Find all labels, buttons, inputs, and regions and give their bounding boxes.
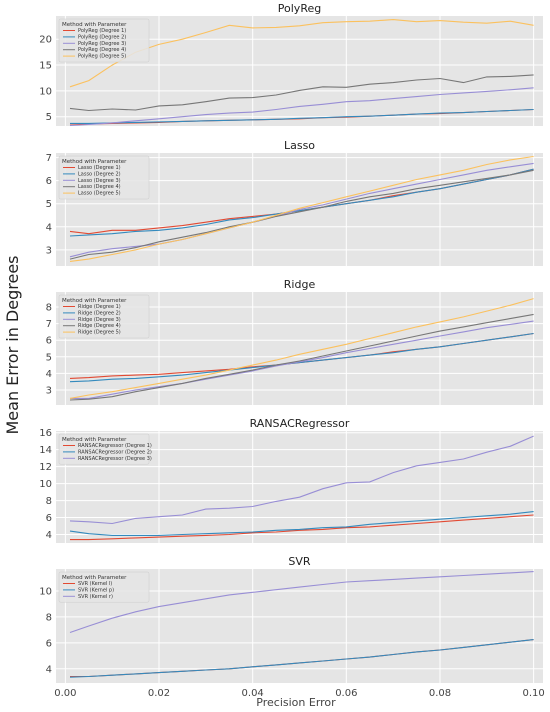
y-tick-label: 3 [46,386,52,397]
x-tick-label: 0.04 [242,688,264,699]
series-line-3 [70,320,534,399]
y-tick-label: 4 [46,664,52,675]
legend-entry: PolyReg (Degree 1) [78,28,126,34]
series-line-4 [69,169,534,260]
y-tick-label: 4 [46,530,52,541]
series-line-2 [70,108,534,124]
legend-box [58,294,150,339]
legend-entry: Ridge (Degree 5) [78,330,121,336]
legend-title: Method with Parameter [62,159,127,165]
x-tick-label: 0.10 [523,688,545,699]
series-line-2 [69,332,534,383]
legend-entry: PolyReg (Degree 2) [78,34,126,40]
y-tick-label: 4 [46,369,52,380]
y-tick-label: 16 [39,428,52,439]
x-tick-label: 0.00 [54,688,76,699]
legend-box [58,571,150,603]
y-tick-label: 6 [46,176,52,187]
y-tick-label: 8 [46,612,52,623]
y-tick-label: 6 [46,638,52,649]
series-line-5 [69,298,534,399]
legend-entry: Lasso (Degree 3) [78,178,121,184]
legend-entry: Lasso (Degree 2) [78,171,121,177]
series-line-1 [70,514,534,541]
legend-box [58,18,150,63]
legend-entry: SVR (Kernel l) [78,581,112,587]
legend-entry: Ridge (Degree 4) [78,323,121,329]
legend-entry: Lasso (Degree 5) [78,191,121,197]
y-tick-label: 10 [39,587,52,598]
legend-title: Method with Parameter [62,575,127,581]
legend-title: Method with Parameter [62,298,127,304]
x-tick-label: 0.06 [335,688,357,699]
series-line-2 [69,168,534,237]
chart-title: PolyReg [278,2,321,15]
chart-panel-5: 0.00 0.02 0.04 0.06 0.08 0.10 4 6 8 10 SVR Method w… [39,555,545,699]
y-tick-label: 20 [39,35,52,46]
legend-entry: SVR (Kernel p) [78,587,114,593]
legend-title: Method with Parameter [62,437,127,443]
legend-entry: RANSACRegressor (Degree 2) [78,449,152,455]
y-tick-label: 6 [46,336,52,347]
series-line-3 [69,435,534,525]
chart-title: Lasso [284,139,315,152]
x-tick-label: 0.08 [429,688,451,699]
legend-entry: Ridge (Degree 1) [78,304,121,310]
y-tick-label: 10 [39,86,52,97]
legend-title: Method with Parameter [62,22,127,28]
y-tick-label: 5 [46,352,52,363]
legend-entry: SVR (Kernel r) [78,594,113,600]
x-axis-label: Precision Error [256,696,336,709]
legend-entry: PolyReg (Degree 5) [78,54,126,60]
legend-entry: Lasso (Degree 4) [78,184,121,190]
y-tick-label: 12 [39,462,52,473]
legend-entry: Ridge (Degree 2) [78,310,121,316]
legend-entry: Ridge (Degree 3) [78,317,121,323]
x-tick-label: 0.02 [148,688,170,699]
y-tick-label: 4 [46,222,52,233]
y-axis-label: Mean Error in Degrees [3,255,22,434]
legend-box [58,155,150,200]
y-tick-label: 5 [46,112,52,123]
chart-title: RANSACRegressor [250,417,350,430]
series-line-3 [69,87,534,127]
series-line-3 [69,571,534,634]
series-line-2 [69,639,534,678]
legend-entry: Lasso (Degree 1) [78,165,121,171]
y-tick-label: 7 [46,153,52,164]
chart-panel-4: 4 6 8 10 12 14 16 RANSACRegressor Method with Pa… [39,417,543,543]
y-tick-label: 10 [39,479,52,490]
legend-entry: PolyReg (Degree 3) [78,41,126,47]
series-line-4 [69,74,534,112]
legend-entry: PolyReg (Degree 4) [78,47,126,53]
y-tick-label: 8 [46,302,52,313]
series-line-4 [69,313,534,401]
legend-entry: RANSACRegressor (Degree 1) [78,443,152,449]
legend-entry: RANSACRegressor (Degree 3) [78,456,152,462]
y-tick-label: 14 [39,445,52,456]
y-tick-label: 15 [39,61,52,72]
y-tick-label: 7 [46,319,52,330]
y-tick-label: 5 [46,199,52,210]
y-tick-label: 6 [46,513,52,524]
series-line-2 [69,511,534,536]
legend-box [58,433,150,465]
chart-title: Ridge [284,278,316,291]
chart-title: SVR [288,555,311,568]
y-tick-label: 3 [46,245,52,256]
y-tick-label: 8 [46,496,52,507]
series-line-5 [69,155,534,262]
